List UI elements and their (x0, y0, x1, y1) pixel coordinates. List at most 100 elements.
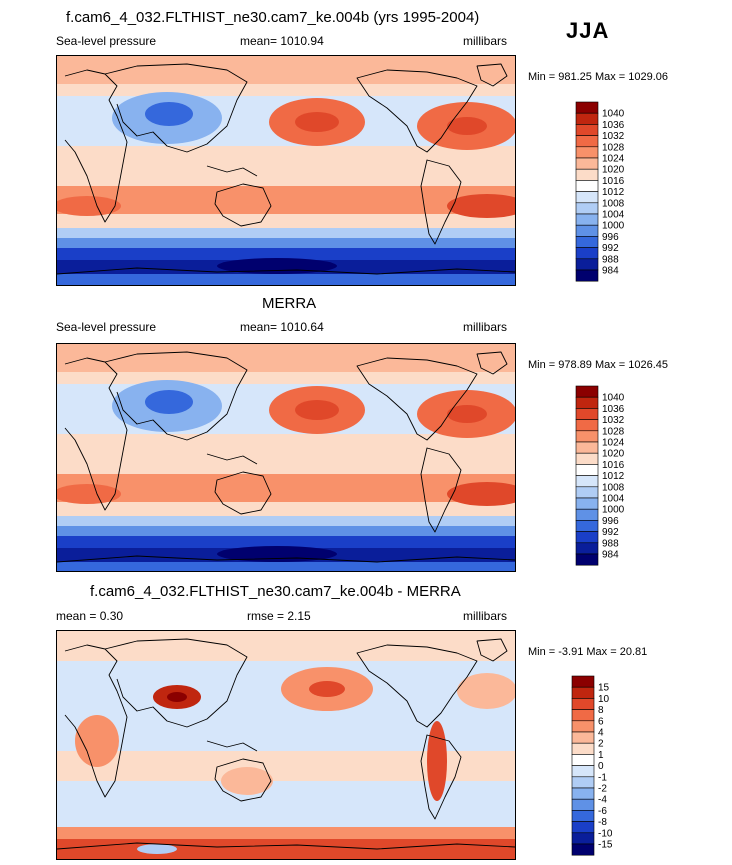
panel2-colorbar-box-6 (575, 452, 599, 465)
panel3-colorbar-box-9 (571, 776, 595, 789)
panel2-band-antarctic (57, 562, 515, 571)
panel2-colorbar-label-13: 988 (602, 538, 619, 549)
panel3-africa-anomaly (75, 715, 119, 767)
panel1-title: f.cam6_4_032.FLTHIST_ne30.cam7_ke.004b (… (66, 9, 480, 26)
panel2-colorbar-box-15 (575, 553, 599, 566)
panel2-colorbar-label-11: 996 (602, 516, 619, 527)
panel1-colorbar-label-8: 1008 (602, 198, 625, 209)
panel1-coastline-0 (64, 69, 128, 223)
panel3-coastline-6 (476, 638, 508, 662)
panel1-colorbar-box-13 (575, 247, 599, 260)
panel2-colorbar-label-2: 1032 (602, 415, 625, 426)
panel2-coastline-4 (356, 357, 478, 441)
panel1-colorbar-label-9: 1004 (602, 210, 625, 221)
panel1-south-indian-high (57, 196, 121, 216)
panel1-band-tropics (57, 146, 515, 186)
panel2-coastline-0 (64, 357, 128, 511)
panel3-band-south (57, 801, 515, 831)
panel2-band-south-1 (57, 516, 515, 526)
panel1-coastline-3 (214, 183, 272, 227)
panel1-colorbar-label-12: 992 (602, 243, 619, 254)
panel1-colorbar-box-3 (575, 135, 599, 148)
panel2-coastline-6 (476, 351, 508, 375)
panel1-colorbar-box-2 (575, 124, 599, 136)
panel2-colorbar-box-9 (575, 486, 599, 499)
panel3-title: f.cam6_4_032.FLTHIST_ne30.cam7_ke.004b -… (90, 583, 461, 600)
panel2-southern-low (217, 546, 337, 562)
panel3-band-north (57, 631, 515, 661)
panel1-colorbar-box-7 (575, 180, 599, 192)
panel1-band-south-1 (57, 228, 515, 238)
panel3-colorbar-box-13 (571, 821, 595, 834)
panel1-colorbar-box-4 (575, 146, 599, 159)
panel2-south-atlantic-high (447, 482, 515, 506)
panel3-atlantic-anomaly (457, 673, 515, 709)
panel1-colorbar-label-5: 1020 (602, 165, 625, 176)
panel2-coastline-1 (104, 351, 248, 441)
panel1-coastline-2 (206, 165, 258, 177)
panel3-coastline-0 (64, 644, 128, 798)
panel1-colorbar-label-7: 1012 (602, 187, 625, 198)
panel3-coastline-3 (214, 758, 272, 802)
panel1-colorbar-box-10 (575, 213, 599, 226)
panel2-band-tropics (57, 434, 515, 474)
panel2-coastline-3 (214, 471, 272, 515)
panel3-colorbar-box-3 (571, 709, 595, 722)
panel2-colorbar-label-6: 1016 (602, 460, 625, 471)
panel1-colorbar-label-1: 1036 (602, 120, 625, 131)
panel1-colorbar-label-10: 1000 (602, 221, 625, 232)
panel2-colorbar-box-0 (575, 385, 599, 398)
season-label: JJA (566, 18, 610, 43)
panel2-colorbar-box-8 (575, 475, 599, 488)
panel3-pacific-anomaly-core (309, 681, 345, 697)
panel1-colorbar-label-11: 996 (602, 232, 619, 243)
panel1-band-south-mid (57, 214, 515, 228)
panel2-mean: mean= 1010.64 (240, 320, 324, 334)
panel2-colorbar-label-12: 992 (602, 527, 619, 538)
panel3-units: millibars (463, 609, 508, 623)
panel1-variable: Sea-level pressure (56, 34, 157, 48)
panel2-colorbar: 1040 1036 1032 1028 1024 1020 1016 1012 1008 1004… (575, 385, 635, 570)
panel3-colorbar-label-6: 1 (598, 750, 604, 761)
panel1-colorbar-label-2: 1032 (602, 131, 625, 142)
panel3-colorbar-label-2: 8 (598, 705, 604, 716)
panel1-colorbar-label-6: 1016 (602, 176, 625, 187)
panel2-south-indian-high (57, 484, 121, 504)
panel3-colorbar: 15 10 8 6 4 2 1 0 -1 -2 -4 -6 -8 -10 -15 (571, 675, 631, 860)
panel2-colorbar-label-5: 1020 (602, 449, 625, 460)
panel1-units: millibars (463, 34, 508, 48)
panel3-colorbar-box-7 (571, 754, 595, 766)
panel2-coastline-5 (420, 447, 462, 533)
panel1-band-south-3 (57, 248, 515, 260)
panel3-colorbar-box-2 (571, 698, 595, 710)
panel1-colorbar-label-0: 1040 (602, 109, 625, 120)
panel3-colorbar-label-3: 6 (598, 716, 604, 727)
panel2-coastline-7 (57, 555, 515, 563)
panel2-asian-low-core (145, 390, 193, 414)
panel1-colorbar-box-11 (575, 224, 599, 237)
panel3-colorbar-label-10: -4 (598, 795, 607, 806)
panel3-andes-anomaly (427, 721, 447, 801)
panel3-colorbar-box-10 (571, 787, 595, 800)
panel3-colorbar-label-9: -2 (598, 784, 607, 795)
panel1-coastline-1 (104, 63, 248, 153)
panel2-colorbar-label-4: 1024 (602, 438, 625, 449)
panel2-units: millibars (463, 320, 508, 334)
panel3-rmse: rmse = 2.15 (247, 609, 311, 623)
panel2-colorbar-box-14 (575, 542, 599, 555)
panel2-colorbar-box-1 (575, 396, 599, 409)
panel1-colorbar: 1040 1036 1032 1028 1024 1020 1016 1012 1008 1004… (575, 101, 635, 286)
panel2-colorbar-label-7: 1012 (602, 471, 625, 482)
panel1-mean: mean= 1010.94 (240, 34, 324, 48)
panel3-colorbar-box-8 (571, 765, 595, 778)
panel1-asian-low-core (145, 102, 193, 126)
panel1-colorbar-label-14: 984 (602, 266, 619, 277)
panel1-band-south-2 (57, 238, 515, 248)
panel3-colorbar-label-4: 4 (598, 728, 604, 739)
panel3-colorbar-label-7: 0 (598, 761, 604, 772)
panel2-colorbar-label-8: 1008 (602, 482, 625, 493)
panel2-map (56, 343, 516, 572)
panel1-map (56, 55, 516, 286)
panel1-coastline-6 (476, 63, 508, 87)
panel1-south-atlantic-high (447, 194, 515, 218)
